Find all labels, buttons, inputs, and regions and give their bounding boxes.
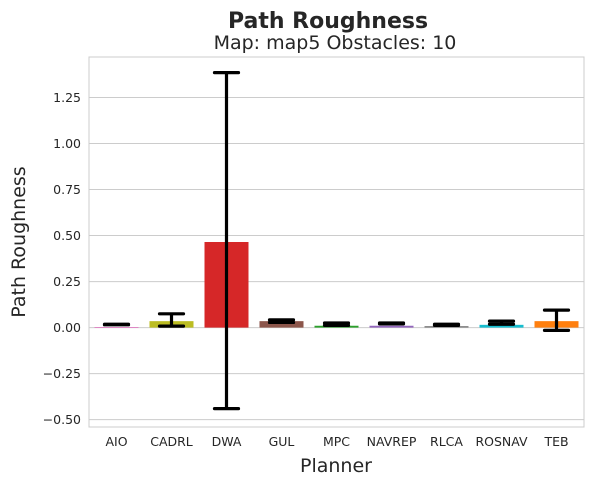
y-tick-label: −0.25 (43, 366, 81, 381)
bar-gul (259, 321, 304, 328)
x-tick-label: NAVREP (367, 434, 417, 449)
error-bar-gul (267, 318, 296, 325)
y-tick-label: 0.25 (53, 274, 81, 289)
x-tick-label: ROSNAV (475, 434, 528, 449)
y-tick-label: 1.25 (53, 90, 81, 105)
error-bar-cadrl (157, 312, 186, 328)
error-bar-navrep (377, 321, 406, 326)
error-bar-rosnav (487, 319, 516, 326)
x-tick-labels: AIO CADRL DWA GUL MPC NAVREP RLCA ROSNAV TEB (105, 434, 568, 449)
error-bar-mpc (322, 321, 351, 327)
x-axis-label: Planner (300, 455, 372, 477)
chart-title: Map: map5 Obstacles: 10 (214, 32, 457, 54)
x-tick-label: AIO (105, 434, 127, 449)
y-tick-label: 1.00 (53, 136, 81, 151)
error-bars (102, 71, 571, 411)
x-tick-label: CADRL (150, 434, 193, 449)
y-tick-label: −0.50 (43, 412, 81, 427)
x-tick-label: MPC (323, 434, 350, 449)
plot-frame (88, 56, 585, 428)
x-tick-label: DWA (212, 434, 242, 449)
y-axis-label: Path Roughness (8, 166, 30, 317)
x-tick-label: GUL (269, 434, 295, 449)
error-bar-teb (542, 308, 571, 332)
y-tick-labels: −0.50 −0.25 0.00 0.25 0.50 0.75 1.00 1.25 (43, 90, 81, 427)
chart-suptitle: Path Roughness (228, 9, 428, 34)
error-bar-dwa (212, 71, 241, 411)
y-tick-label: 0.50 (53, 228, 81, 243)
y-tick-label: 0.00 (53, 320, 81, 335)
bar-navrep (369, 325, 414, 328)
bar-rosnav (479, 324, 524, 328)
error-bar-rlca (432, 322, 461, 327)
y-tick-label: 0.75 (53, 182, 81, 197)
error-bar-aio (102, 322, 131, 327)
x-tick-label: TEB (543, 434, 568, 449)
bar-aio (94, 327, 139, 328)
x-tick-label: RLCA (430, 434, 463, 449)
